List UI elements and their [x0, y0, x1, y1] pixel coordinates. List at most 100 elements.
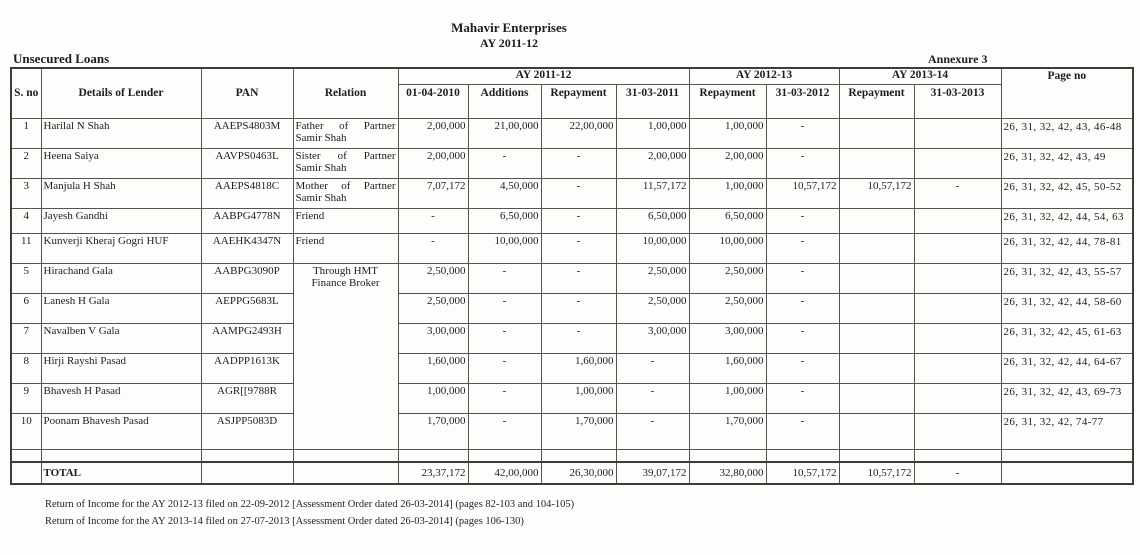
table-body: 1 Harilal N Shah AAEPS4803M Father of Partn…	[10, 117, 1134, 485]
cell-page-no: 26, 31, 32, 42, 74-77	[1000, 412, 1134, 450]
cell-amount: 2,50,000	[615, 262, 690, 294]
cell-serial: 4	[10, 207, 42, 234]
col-header-repayment-1112: Repayment	[540, 83, 617, 119]
cell-amount: 1,60,000	[397, 352, 469, 384]
cell-amount: 1,70,000	[397, 412, 469, 450]
cell-lender: Bhavesh H Pasad	[40, 382, 202, 414]
cell-amount	[913, 232, 1002, 264]
cell-pan: AADPP1613K	[200, 352, 294, 384]
cell-relation	[292, 461, 399, 485]
cell-amount: 6,50,000	[467, 207, 542, 234]
cell-relation: Friend	[292, 232, 399, 264]
company-title: Mahavir Enterprises	[451, 20, 567, 35]
spacer-cell	[200, 448, 294, 463]
cell-amount	[838, 412, 915, 450]
cell-amount	[838, 382, 915, 414]
footnote-line-1: Return of Income for the AY 2012-13 file…	[45, 499, 575, 510]
cell-amount	[838, 292, 915, 324]
cell-amount: 2,50,000	[397, 262, 469, 294]
cell-lender: Hirachand Gala	[40, 262, 202, 294]
cell-amount: -	[765, 232, 840, 264]
cell-amount: 10,00,000	[688, 232, 767, 264]
col-group-ay-2012-13: AY 2012-13	[688, 67, 840, 85]
cell-serial: 9	[10, 382, 42, 414]
table-row: 5 Hirachand Gala AABPG3090P Through HMT Fin…	[10, 262, 1134, 450]
table-row: 3 Manjula H Shah AAEPS4818C Mother of Partn…	[10, 177, 1134, 209]
total-row: TOTAL 23,37,172 42,00,000 26,30,000 39,07,17…	[10, 461, 1134, 485]
header-group-row: S. no Details of Lender PAN Relation AY …	[10, 67, 1134, 119]
cell-amount: 10,00,000	[615, 232, 690, 264]
footnotes: Return of Income for the AY 2012-13 file…	[45, 497, 574, 530]
cell-serial: 11	[10, 232, 42, 264]
cell-amount: -	[540, 232, 617, 264]
cell-pan: AAEPS4818C	[200, 177, 294, 209]
cell-amount: 10,57,172	[838, 461, 915, 485]
col-header-repayment-1314: Repayment	[838, 83, 915, 119]
assessment-year-title: AY 2011-12	[479, 35, 539, 50]
cell-amount: 21,00,000	[467, 117, 542, 149]
cell-serial: 2	[10, 147, 42, 179]
cell-page-no: 26, 31, 32, 42, 43, 46-48	[1000, 117, 1134, 149]
cell-amount: 2,50,000	[615, 292, 690, 324]
spacer-cell	[688, 448, 767, 463]
cell-amount: -	[467, 382, 542, 414]
cell-amount: -	[765, 382, 840, 414]
spacer-cell	[540, 448, 617, 463]
cell-amount: 1,00,000	[397, 382, 469, 414]
cell-lender: Poonam Bhavesh Pasad	[40, 412, 202, 450]
cell-pan: AGR[[9788R	[200, 382, 294, 414]
cell-amount	[913, 147, 1002, 179]
cell-amount: 6,50,000	[615, 207, 690, 234]
cell-relation: Friend	[292, 207, 399, 234]
cell-lender: Lanesh H Gala	[40, 292, 202, 324]
cell-serial: 6	[10, 292, 42, 324]
col-header-repayment-1213: Repayment	[688, 83, 767, 119]
cell-pan: ASJPP5083D	[200, 412, 294, 450]
cell-amount	[913, 412, 1002, 450]
cell-amount: -	[467, 412, 542, 450]
cell-serial	[10, 461, 42, 485]
table-row: 4 Jayesh Gandhi AABPG4778N Friend -6,50,000-…	[10, 207, 1134, 234]
cell-page-no: 26, 31, 32, 42, 43, 69-73	[1000, 382, 1134, 414]
spacer-cell	[1000, 448, 1134, 463]
cell-serial: 7	[10, 322, 42, 354]
cell-amount: 11,57,172	[615, 177, 690, 209]
table-row: 2 Heena Saiya AAVPS0463L Sister of Partner …	[10, 147, 1134, 179]
col-header-opening-balance: 01-04-2010	[397, 83, 469, 119]
cell-amount	[913, 322, 1002, 354]
table-row: 10 Poonam Bhavesh Pasad ASJPP5083D 1,70,000…	[10, 412, 1134, 450]
table-row: 6 Lanesh H Gala AEPPG5683L 2,50,000- -2,50,0…	[10, 292, 1134, 324]
title-block: Mahavir Enterprises AY 2011-12	[0, 20, 1018, 50]
cell-amount: 10,57,172	[765, 461, 840, 485]
cell-page-no: 26, 31, 32, 42, 45, 50-52	[1000, 177, 1134, 209]
cell-amount: -	[765, 352, 840, 384]
cell-amount: 7,07,172	[397, 177, 469, 209]
cell-amount: -	[615, 412, 690, 450]
cell-amount	[838, 262, 915, 294]
cell-amount: -	[615, 382, 690, 414]
cell-amount: -	[765, 292, 840, 324]
cell-amount: 3,00,000	[688, 322, 767, 354]
cell-amount: 3,00,000	[397, 322, 469, 354]
cell-lender: Kunverji Kheraj Gogri HUF	[40, 232, 202, 264]
cell-amount: 1,00,000	[688, 382, 767, 414]
cell-amount	[838, 207, 915, 234]
cell-pan: AAEHK4347N	[200, 232, 294, 264]
table-row: 7 Navalben V Gala AAMPG2493H 3,00,000- -3,00…	[10, 322, 1134, 354]
cell-amount	[913, 207, 1002, 234]
cell-relation: Mother of Partner Samir Shah	[292, 177, 399, 209]
col-header-closing-1112: 31-03-2011	[615, 83, 690, 119]
cell-amount: -	[540, 322, 617, 354]
col-header-closing-1314: 31-03-2013	[913, 83, 1002, 119]
cell-amount: -	[467, 262, 542, 294]
col-header-sno: S. no	[10, 67, 42, 119]
cell-amount: -	[913, 461, 1002, 485]
cell-amount: 2,50,000	[688, 292, 767, 324]
cell-amount: 4,50,000	[467, 177, 542, 209]
table-header: S. no Details of Lender PAN Relation AY …	[10, 67, 1134, 119]
cell-amount: 1,70,000	[540, 412, 617, 450]
cell-relation: Through HMT Finance Broker	[292, 262, 399, 450]
cell-amount: 23,37,172	[397, 461, 469, 485]
cell-amount: 26,30,000	[540, 461, 617, 485]
cell-amount	[838, 117, 915, 149]
